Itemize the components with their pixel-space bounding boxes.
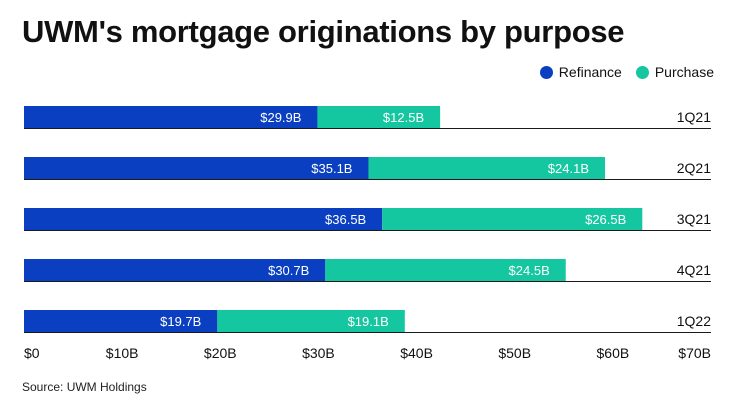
category-label: 2Q21 xyxy=(677,160,711,176)
data-label: $26.5B xyxy=(585,212,626,227)
x-tick-label: $0 xyxy=(24,345,40,361)
bar-refinance-1q22 xyxy=(24,310,218,332)
x-tick-label: $10B xyxy=(106,345,139,361)
bar-refinance-2q21 xyxy=(24,157,369,179)
data-label: $12.5B xyxy=(383,110,424,125)
data-label: $24.5B xyxy=(509,263,550,278)
legend-label-refinance: Refinance xyxy=(558,64,622,80)
bar-purchase-2q21 xyxy=(368,157,606,179)
bar-refinance-1q21 xyxy=(24,106,318,128)
category-label: 3Q21 xyxy=(677,211,711,227)
chart-title: UWM's mortgage originations by purpose xyxy=(22,14,625,49)
data-label: $36.5B xyxy=(325,212,366,227)
bar-purchase-4q21 xyxy=(325,259,566,281)
data-label: $19.7B xyxy=(160,314,201,329)
x-tick-label: $20B xyxy=(204,345,237,361)
x-tick-label: $30B xyxy=(302,345,335,361)
data-label: $30.7B xyxy=(268,263,309,278)
data-label: $29.9B xyxy=(260,110,301,125)
legend-swatch-purchase xyxy=(635,65,649,79)
data-label: $24.1B xyxy=(548,161,589,176)
legend-item-refinance: Refinance xyxy=(539,64,622,80)
category-label: 1Q22 xyxy=(677,313,711,329)
bar-refinance-4q21 xyxy=(24,259,326,281)
source-note: Source: UWM Holdings xyxy=(22,380,147,394)
bar-purchase-3q21 xyxy=(382,208,643,230)
x-tick-label: $60B xyxy=(597,345,630,361)
x-tick-label: $50B xyxy=(498,345,531,361)
legend-item-purchase: Purchase xyxy=(635,64,714,80)
bar-purchase-1q22 xyxy=(217,310,405,332)
bar-refinance-3q21 xyxy=(24,208,383,230)
x-tick-label: $70B xyxy=(678,345,711,361)
data-label: $35.1B xyxy=(311,161,352,176)
legend-swatch-refinance xyxy=(539,65,553,79)
legend-label-purchase: Purchase xyxy=(654,64,714,80)
bar-purchase-1q21 xyxy=(317,106,441,128)
category-label: 1Q21 xyxy=(677,109,711,125)
category-label: 4Q21 xyxy=(677,262,711,278)
x-tick-label: $40B xyxy=(400,345,433,361)
data-label: $19.1B xyxy=(348,314,389,329)
legend: Refinance Purchase xyxy=(526,64,714,80)
